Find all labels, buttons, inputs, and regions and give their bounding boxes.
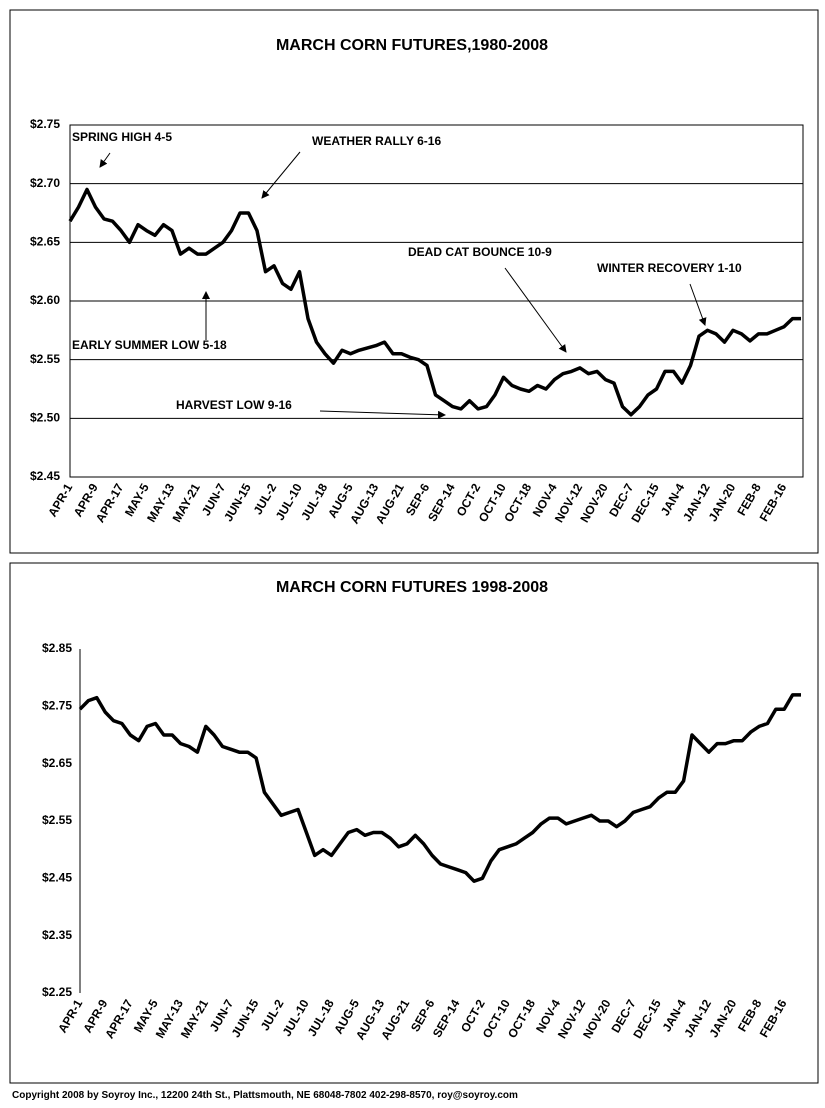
y-tick-label: $2.65 [42,756,72,770]
y-tick-label: $2.50 [30,411,60,425]
annotation: EARLY SUMMER LOW 5-18 [72,338,227,352]
y-tick-label: $2.75 [30,117,60,131]
y-tick-label: $2.45 [30,469,60,483]
y-tick-label: $2.55 [30,352,60,366]
panel-border [9,9,819,554]
plot-border [69,124,804,478]
chart-title: MARCH CORN FUTURES,1980-2008 [276,37,548,54]
y-tick-label: $2.55 [42,813,72,827]
price-line [78,693,801,883]
y-tick-label: $2.60 [30,293,60,307]
annotation: HARVEST LOW 9-16 [176,398,292,412]
y-tick-label: $2.35 [42,928,72,942]
y-tick-label: $2.25 [42,985,72,999]
annotation-arrow [99,152,111,168]
y-tick-label: $2.75 [42,699,72,713]
footer: Copyright 2008 by Soyroy Inc., 12200 24t… [12,1090,518,1101]
chart-title: MARCH CORN FUTURES 1998-2008 [276,579,548,596]
annotation-arrow [504,267,567,353]
annotation-arrow [689,283,707,326]
annotation-arrow [261,151,301,199]
y-tick-label: $2.65 [30,235,60,249]
price-line [68,187,801,417]
y-tick-label: $2.85 [42,641,72,655]
annotation: WEATHER RALLY 6-16 [312,134,441,148]
panel-border [9,562,819,1084]
y-tick-label: $2.70 [30,176,60,190]
annotation: WINTER RECOVERY 1-10 [597,261,742,275]
annotation: DEAD CAT BOUNCE 10-9 [408,245,552,259]
y-tick-label: $2.45 [42,871,72,885]
annotation: SPRING HIGH 4-5 [72,130,172,144]
annotation-arrow [319,410,446,419]
